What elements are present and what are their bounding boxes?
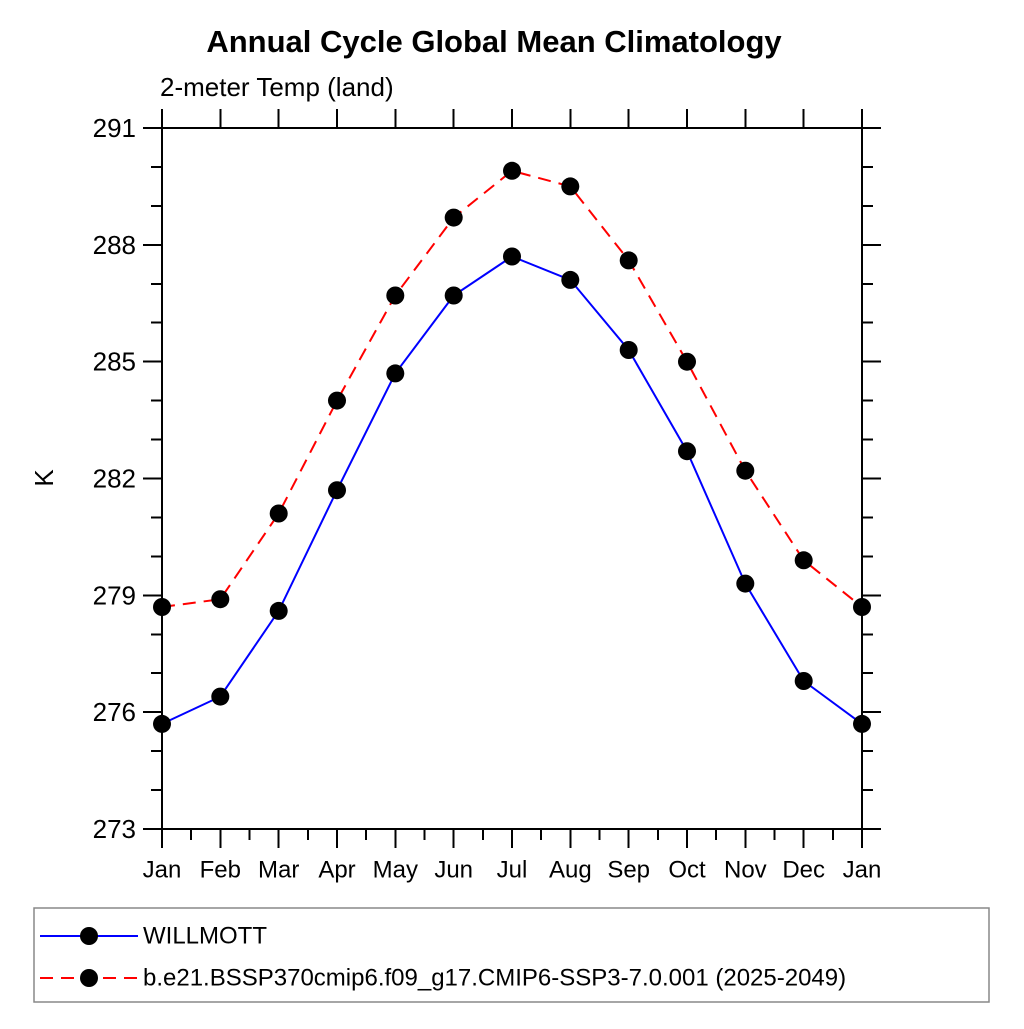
x-axis-tick-label: Aug xyxy=(549,857,592,884)
x-axis-tick-label: Jul xyxy=(497,857,528,884)
data-point-marker xyxy=(561,177,580,196)
series-line-model xyxy=(161,169,863,608)
y-axis: 273 276 279 282 285 288 291 xyxy=(93,113,881,844)
x-axis-tick-label: Jan xyxy=(143,857,182,884)
y-axis-tick-label: 282 xyxy=(93,464,136,494)
data-point-marker xyxy=(503,161,521,180)
data-point-marker xyxy=(386,286,405,305)
x-axis-tick-label: Sep xyxy=(607,857,650,884)
data-point-marker xyxy=(444,208,463,227)
data-point-marker xyxy=(386,364,405,383)
x-axis-tick-label: Jun xyxy=(434,857,473,884)
data-point-marker xyxy=(328,481,346,500)
y-axis-tick-label: 276 xyxy=(93,697,136,727)
legend-entry-label: WILLMOTT xyxy=(143,923,267,950)
x-axis-tick-label: Mar xyxy=(258,857,299,884)
x-axis-tick-label: Dec xyxy=(782,857,825,884)
y-axis-tick-label: 285 xyxy=(93,347,136,377)
data-point-marker xyxy=(794,672,813,690)
data-point-marker xyxy=(619,341,638,359)
data-point-marker xyxy=(269,601,288,620)
legend-box xyxy=(33,907,990,1003)
data-point-marker xyxy=(619,251,638,270)
x-axis-tick-label: Nov xyxy=(724,857,767,884)
legend-entry-marker xyxy=(80,969,98,987)
x-axis: Jan Feb Mar Apr May Jun Jul Aug Sep Oct Nov Dec Jan xyxy=(143,109,882,884)
legend-entry-label: b.e21.BSSP370cmip6.f09_g17.CMIP6-SSP3-7.… xyxy=(143,965,846,992)
data-point-marker xyxy=(211,590,230,609)
y-axis-tick-label: 279 xyxy=(93,580,136,610)
y-axis-unit-label: K xyxy=(29,469,59,487)
y-axis-tick-label: 273 xyxy=(93,814,136,844)
data-point-marker xyxy=(736,461,755,480)
data-point-marker xyxy=(561,270,580,289)
data-point-marker xyxy=(269,504,288,523)
legend: WILLMOTT b.e21.BSSP370cmip6.f09_g17.CMIP6… xyxy=(33,907,990,1003)
x-axis-tick-label: Oct xyxy=(668,857,706,884)
data-point-marker xyxy=(444,286,463,305)
data-point-marker xyxy=(503,247,521,266)
data-point-marker xyxy=(853,714,871,733)
y-axis-tick-label: 288 xyxy=(93,230,136,260)
y-axis-tick-label: 291 xyxy=(93,113,136,143)
data-point-marker xyxy=(328,391,346,410)
x-axis-tick-label: Jan xyxy=(843,857,882,884)
plot-frame xyxy=(161,127,863,830)
data-point-marker xyxy=(736,574,755,593)
data-point-marker xyxy=(153,714,171,733)
data-point-marker xyxy=(853,598,871,616)
data-point-marker xyxy=(153,598,171,616)
series-markers xyxy=(153,161,871,733)
data-point-marker xyxy=(678,352,696,371)
data-point-marker xyxy=(211,687,230,706)
chart-title: Annual Cycle Global Mean Climatology xyxy=(206,24,782,59)
x-axis-tick-label: Apr xyxy=(318,857,355,884)
data-point-marker xyxy=(678,442,696,461)
chart-subtitle: 2-meter Temp (land) xyxy=(160,72,394,102)
x-axis-tick-label: Feb xyxy=(200,857,241,884)
data-point-marker xyxy=(794,551,813,570)
x-axis-tick-label: May xyxy=(373,857,418,884)
legend-entry-marker xyxy=(80,927,98,945)
